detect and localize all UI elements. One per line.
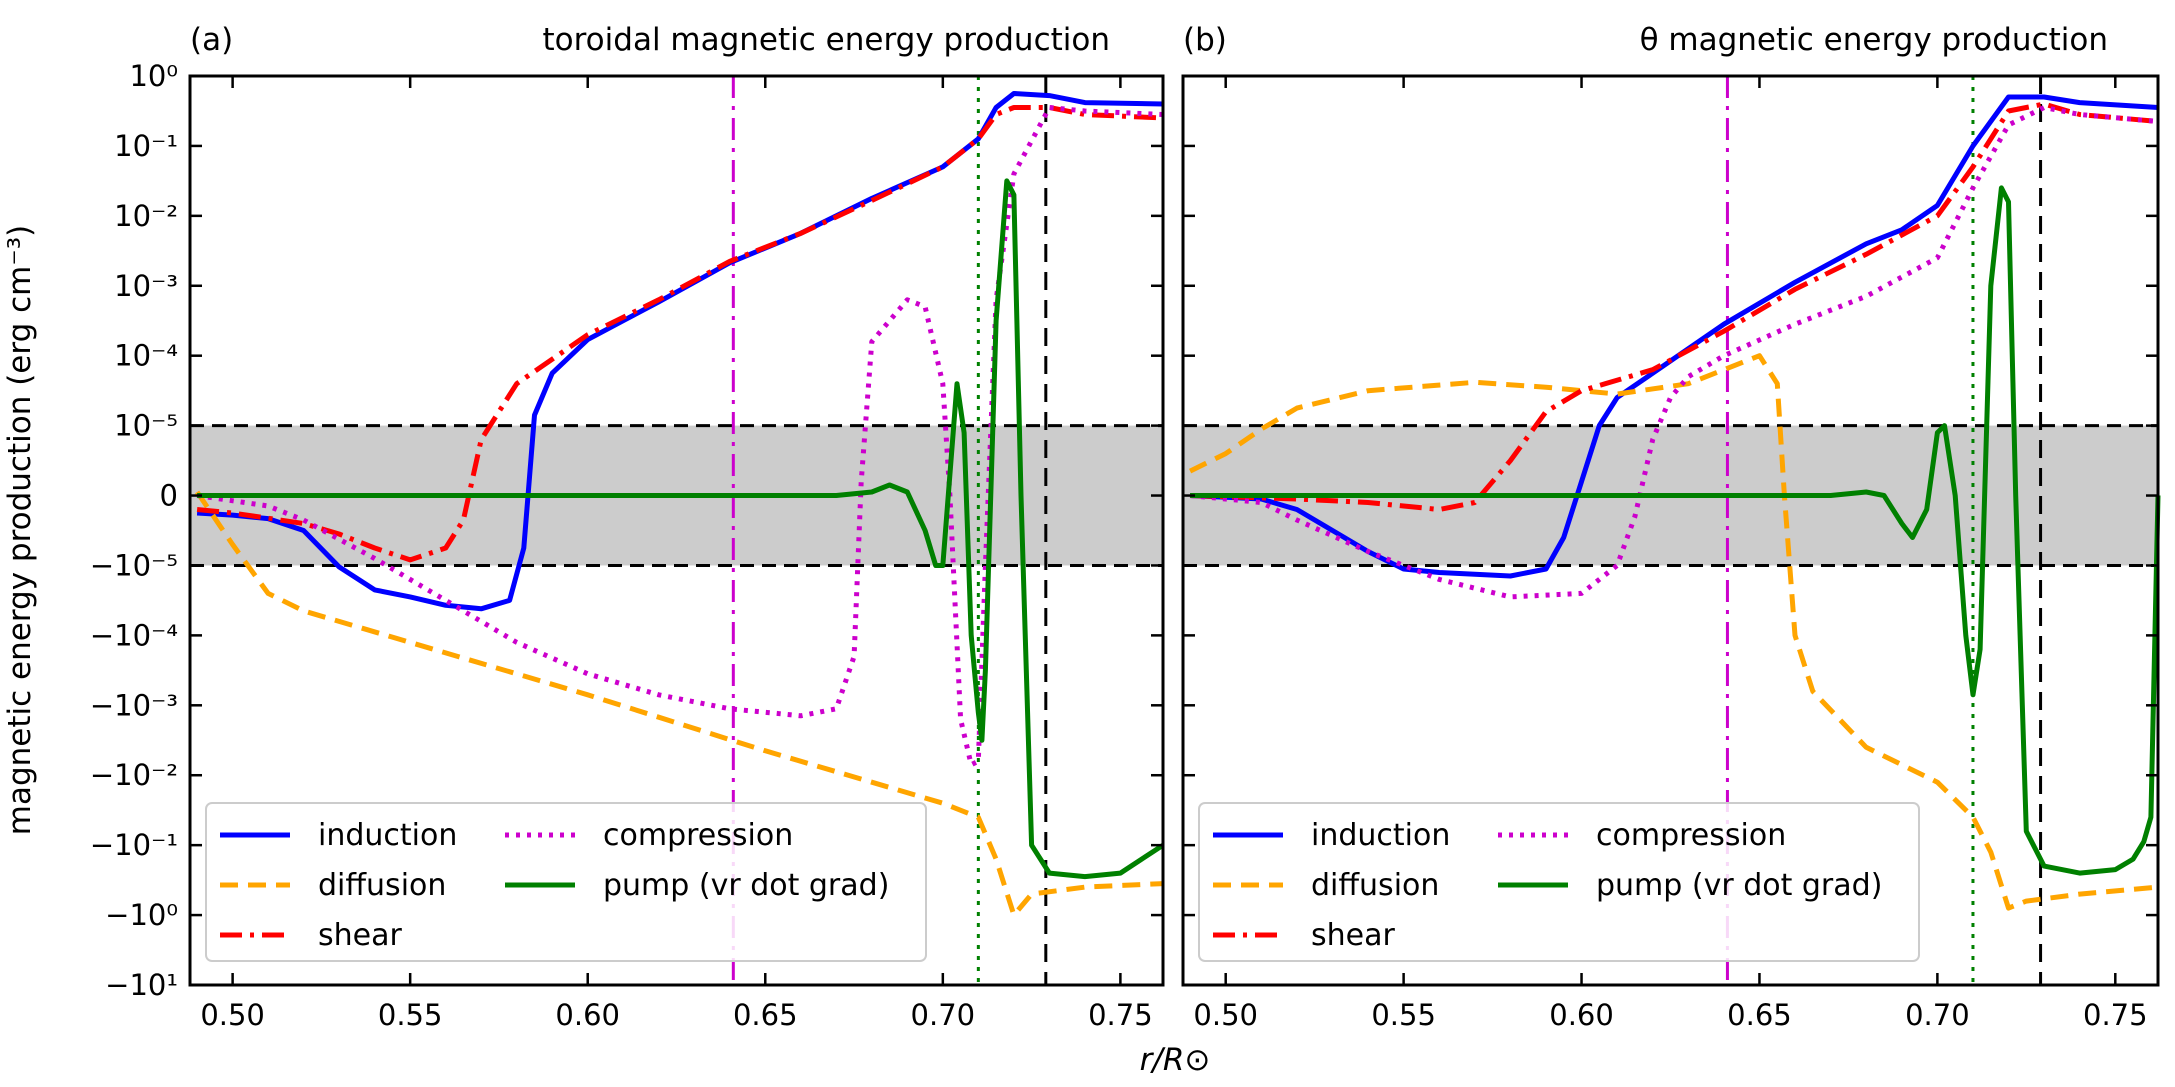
panel-b-legend-label: shear	[1311, 918, 1395, 953]
panel-b-legend: induction diffusion shear compression pump (…	[1198, 802, 1920, 962]
panel-b-series	[1188, 94, 2161, 911]
panel-b-reference-lines	[1183, 424, 2158, 567]
ytick-label: 10⁰	[129, 59, 178, 93]
panel-a-xtick-label: 0.55	[378, 998, 443, 1032]
panel-a-label: (a)	[190, 22, 233, 58]
panel-a-xtick-label: 0.75	[1088, 998, 1153, 1032]
panel-b-xtick-label: 0.50	[1193, 998, 1258, 1032]
ytick-label: 0	[160, 479, 178, 513]
ytick-label: 10⁻³	[114, 269, 178, 303]
panel-a-legend-box	[205, 802, 927, 962]
panel-b-legend-label: compression	[1596, 818, 1786, 853]
panel-a-reference-lines	[190, 424, 1163, 567]
ytick-label: 10⁻⁵	[114, 409, 178, 443]
panel-a-y-ticks: 10⁰ 10⁻¹ 10⁻² 10⁻³ 10⁻⁴ 10⁻⁵ 0 −10⁻⁵ −10⁻⁴ −10⁻³ −…	[90, 59, 1163, 1002]
panel-b-xtick-label: 0.65	[1727, 998, 1792, 1032]
panel-b-y-ticks	[1183, 74, 2158, 987]
panel-a-legend-label: induction	[318, 818, 457, 853]
panel-a-xtick-label: 0.60	[555, 998, 620, 1032]
panel-b-series-pump	[1190, 185, 2161, 876]
panel-a-series-pump	[197, 178, 1165, 880]
ytick-label: −10⁻¹	[90, 828, 178, 862]
panel-a-legend-label: diffusion	[318, 868, 446, 903]
panel-a-title: toroidal magnetic energy production	[543, 22, 1111, 58]
ytick-label: 10⁻⁴	[114, 339, 178, 373]
panel-b-xtick-label: 0.70	[1905, 998, 1970, 1032]
panel-a-legend-label: compression	[603, 818, 793, 853]
panel-b-series-induction	[1189, 94, 2159, 579]
y-axis-label: magnetic energy production (erg cm⁻³)	[2, 225, 38, 835]
panel-a-series-compression	[196, 105, 1164, 768]
panel-a-series	[195, 91, 1165, 918]
panel-a-axes-frame	[188, 74, 1165, 987]
ytick-label: 10⁻²	[114, 199, 178, 233]
ytick-label: −10⁰	[105, 898, 178, 932]
panel-b-legend-box	[1198, 802, 1920, 962]
panel-b-xtick-label: 0.55	[1371, 998, 1436, 1032]
panel-a-xtick-label: 0.65	[733, 998, 798, 1032]
ytick-label: −10¹	[105, 968, 178, 1002]
panel-b-frame	[1181, 74, 2160, 987]
panel-a-legend-label: shear	[318, 918, 402, 953]
panel-b-legend-label: diffusion	[1311, 868, 1439, 903]
panel-b-label: (b)	[1183, 22, 1227, 58]
ytick-label: −10⁻²	[90, 758, 178, 792]
panel-b-legend-label: pump (vr dot grad)	[1596, 868, 1882, 903]
panel-a-x-ticks: 0.50 0.55 0.60 0.65 0.70 0.75	[200, 76, 1153, 1032]
panel-b-xtick-label: 0.60	[1549, 998, 1614, 1032]
panel-a-xtick-label: 0.50	[200, 998, 265, 1032]
panel-a-series-diffusion	[195, 490, 1164, 918]
ytick-label: −10⁻⁴	[90, 618, 178, 652]
panel-a-frame	[188, 74, 1165, 987]
panel-b: (b) θ magnetic energy production 0.50 0.5…	[1181, 22, 2161, 1032]
x-axis-label: r/R⊙	[1140, 1042, 1211, 1078]
panel-a-legend: induction diffusion shear compression pump (…	[205, 802, 927, 962]
panel-b-title: θ magnetic energy production	[1640, 22, 2108, 58]
panel-a-series-induction	[196, 91, 1164, 612]
ytick-label: −10⁻³	[90, 688, 178, 722]
ytick-label: −10⁻⁵	[90, 548, 178, 582]
panel-b-legend-label: induction	[1311, 818, 1450, 853]
panel-a-legend-label: pump (vr dot grad)	[603, 868, 889, 903]
panel-b-xtick-label: 0.75	[2083, 998, 2148, 1032]
panel-a-xtick-label: 0.70	[911, 998, 976, 1032]
panel-b-series-diffusion	[1188, 353, 2159, 911]
panel-a-series-shear	[196, 105, 1164, 563]
panel-a: (a) toroidal magnetic energy production …	[90, 22, 1165, 1032]
ytick-label: 10⁻¹	[114, 129, 178, 163]
panel-b-x-ticks: 0.50 0.55 0.60 0.65 0.70 0.75	[1193, 76, 2148, 1032]
panel-b-axes-frame	[1181, 74, 2160, 987]
panel-b-series-shear	[1190, 101, 2159, 512]
